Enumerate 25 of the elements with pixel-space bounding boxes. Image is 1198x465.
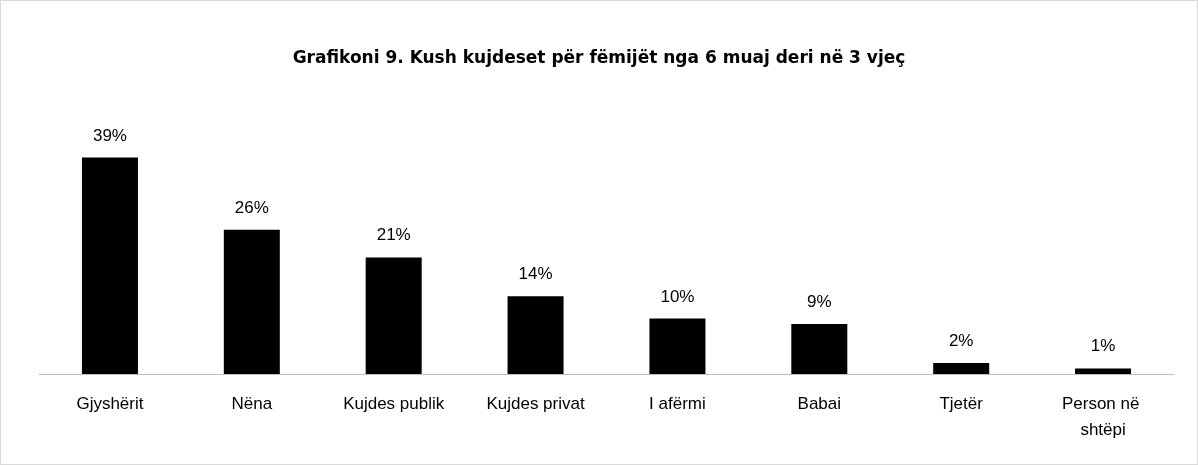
data-label: 26%: [234, 197, 269, 217]
bar: [223, 229, 280, 374]
bar: [933, 362, 990, 374]
chart-title: Grafikoni 9. Kush kujdeset për fëmijët nga 6 muaj deri në 3 vjeç: [292, 46, 906, 67]
bar: [649, 318, 706, 374]
data-label: 2%: [948, 330, 974, 350]
x-tick-label: Kujdes publik: [343, 393, 445, 413]
bar: [791, 324, 848, 374]
bar: [365, 257, 422, 374]
x-tick-label: Kujdes privat: [486, 393, 585, 413]
x-tick-label: Tjetër: [939, 393, 984, 413]
bar: [81, 157, 138, 374]
bar: [1075, 368, 1132, 374]
data-label: 10%: [660, 286, 695, 306]
data-label: 1%: [1090, 336, 1116, 356]
x-tick-label: I afërmi: [649, 393, 706, 413]
x-tick-label: Person në shtëpi: [1061, 393, 1145, 439]
data-label: 14%: [518, 264, 553, 284]
x-tick-label: Nëna: [231, 393, 273, 413]
x-tick-label: Babai: [797, 393, 842, 413]
data-label: 21%: [376, 225, 411, 245]
data-label: 39%: [92, 125, 127, 145]
x-tick-label: Gjyshërit: [76, 393, 144, 413]
bar: [507, 296, 564, 374]
data-label: 9%: [807, 292, 832, 312]
